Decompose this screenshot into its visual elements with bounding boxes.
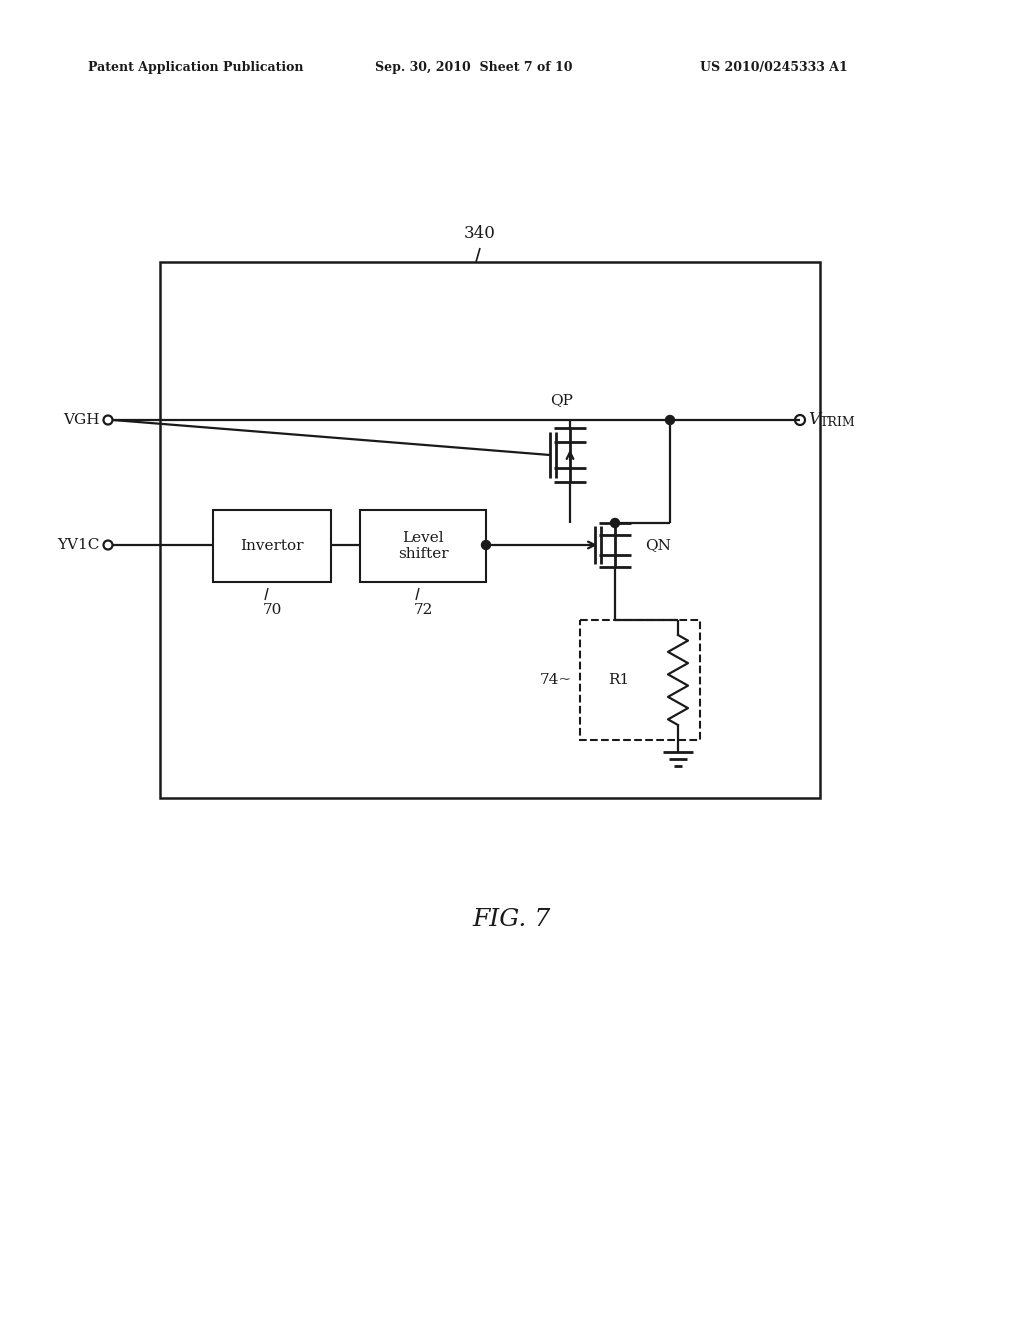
Text: VGH: VGH <box>63 413 100 426</box>
Bar <box>360 510 486 582</box>
Circle shape <box>666 416 675 425</box>
Text: FIG. 7: FIG. 7 <box>473 908 551 932</box>
Text: Sep. 30, 2010  Sheet 7 of 10: Sep. 30, 2010 Sheet 7 of 10 <box>375 62 572 74</box>
Bar <box>160 261 820 799</box>
Text: Patent Application Publication: Patent Application Publication <box>88 62 303 74</box>
Bar <box>213 510 331 582</box>
Text: Invertor: Invertor <box>241 539 304 553</box>
Circle shape <box>610 519 620 528</box>
Text: R1: R1 <box>608 673 630 686</box>
Text: US 2010/0245333 A1: US 2010/0245333 A1 <box>700 62 848 74</box>
Text: 340: 340 <box>464 224 496 242</box>
Text: TRIM: TRIM <box>820 416 856 429</box>
Text: 70: 70 <box>262 603 282 616</box>
Text: Level
shifter: Level shifter <box>397 531 449 561</box>
Text: 72: 72 <box>414 603 433 616</box>
Text: 74~: 74~ <box>540 673 572 686</box>
Text: YV1C: YV1C <box>57 539 100 552</box>
Text: V: V <box>808 412 820 429</box>
Text: QP: QP <box>551 393 573 407</box>
Text: QN: QN <box>645 539 671 552</box>
Circle shape <box>481 540 490 549</box>
Bar <box>580 620 700 741</box>
